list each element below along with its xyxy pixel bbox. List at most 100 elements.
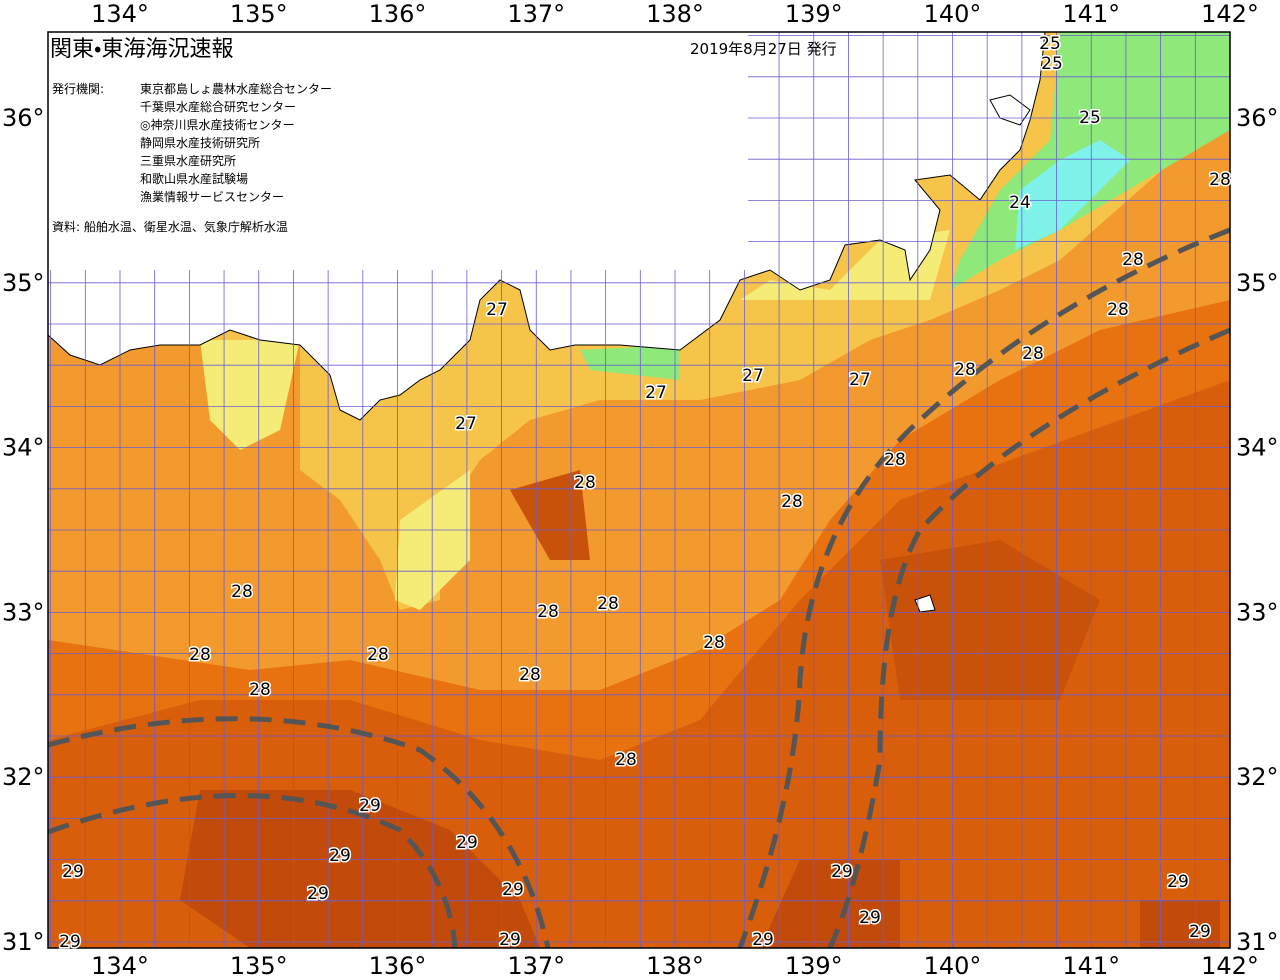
latitude-label: 32°: [2, 763, 45, 791]
latitude-label: 31°: [1236, 928, 1279, 956]
latitude-label: 35°: [1236, 269, 1279, 297]
source: 資料: 船舶水温、衛星水温、気象庁解析水温: [52, 219, 288, 234]
longitude-label: 136°: [369, 952, 427, 980]
latitude-label: 36°: [1236, 104, 1279, 132]
latitude-label: 33°: [2, 598, 45, 626]
longitude-label: 134°: [91, 952, 149, 980]
isotherm-label: 29: [62, 862, 84, 882]
longitude-label: 141°: [1062, 0, 1120, 28]
sea-zone: [1015, 140, 1130, 250]
isotherm-label: 28: [1122, 250, 1144, 270]
isotherm-label: 28: [884, 450, 906, 470]
map-area: [48, 32, 1230, 948]
issue-date: 2019年8月27日 発行: [690, 40, 837, 58]
isotherm-label: 28: [574, 473, 596, 493]
agency-name: 漁業情報サービスセンター: [140, 190, 284, 204]
isotherm-label: 29: [329, 846, 351, 866]
isotherm-label: 28: [189, 645, 211, 665]
sea-zone: [1140, 900, 1220, 948]
isotherm-label: 28: [367, 645, 389, 665]
isotherm-label: 28: [231, 582, 253, 602]
agency-name: 千葉県水産総合研究センター: [140, 99, 296, 114]
longitude-label: 135°: [230, 952, 288, 980]
isotherm-label: 27: [486, 300, 508, 320]
agency-name: ◎神奈川県水産技術センター: [140, 117, 294, 132]
isotherm-label: 29: [1189, 922, 1211, 942]
longitude-label: 138°: [646, 0, 704, 28]
isotherm-label: 27: [645, 383, 667, 403]
longitude-label: 135°: [230, 0, 288, 28]
map-frame: [47, 31, 1231, 949]
title: 関東・東海海況速報: [50, 37, 233, 62]
isotherm-label: 27: [455, 414, 477, 434]
isotherm-label: 29: [752, 930, 774, 950]
isotherm-label: 29: [859, 908, 881, 928]
grid: [48, 32, 1230, 948]
island: [989, 94, 1031, 126]
longitude-label: 137°: [507, 0, 565, 28]
isotherm-label: 27: [849, 370, 871, 390]
sea-zone: [200, 340, 300, 450]
latitude-label: 32°: [1236, 763, 1279, 791]
island: [914, 594, 936, 613]
longitude-label: 141°: [1062, 952, 1120, 980]
longitude-label: 139°: [785, 952, 843, 980]
sea-zone: [880, 540, 1100, 700]
isotherm-label: 29: [456, 833, 478, 853]
kuroshio-line: [48, 716, 551, 948]
sea-zone: [760, 860, 900, 948]
latitude-label: 31°: [2, 928, 45, 956]
isotherm-label: 25: [1041, 54, 1063, 74]
longitude-label: 142°: [1201, 0, 1259, 28]
sea-zone: [580, 345, 680, 380]
kuroshio-line: [48, 793, 458, 948]
isotherm-label: 29: [502, 880, 524, 900]
isotherm-label: 28: [537, 602, 559, 622]
isotherm-label: 27: [742, 366, 764, 386]
isotherm-label: 28: [519, 665, 541, 685]
isotherm-label: 29: [1167, 872, 1189, 892]
isotherm-label: 28: [954, 360, 976, 380]
isotherm-label: 24: [1009, 193, 1031, 213]
isotherm-label: 29: [831, 862, 853, 882]
isotherm-label: 25: [1079, 108, 1101, 128]
kuroshio-line: [827, 327, 1230, 948]
isotherm-label: 28: [1209, 170, 1231, 190]
isotherm-label: 29: [499, 930, 521, 950]
longitude-label: 138°: [646, 952, 704, 980]
longitude-label: 134°: [91, 0, 149, 28]
isotherm-label: 25: [1039, 34, 1061, 54]
latitude-label: 36°: [2, 104, 45, 132]
latitude-label: 34°: [1236, 434, 1279, 462]
latitude-label: 33°: [1236, 598, 1279, 626]
isotherm-label: 28: [615, 750, 637, 770]
isotherm-label: 28: [703, 633, 725, 653]
isotherm-label: 28: [597, 594, 619, 614]
isotherm-label: 29: [59, 932, 81, 952]
agencies-label: 発行機関:: [52, 82, 104, 96]
isotherm-label: 28: [1107, 300, 1129, 320]
latitude-label: 35°: [2, 269, 45, 297]
longitude-label: 140°: [924, 0, 982, 28]
isotherm-label: 29: [359, 796, 381, 816]
agency-name: 東京都島しょ農林水産総合センター: [140, 81, 332, 96]
longitude-label: 137°: [507, 952, 565, 980]
current-axes: [48, 227, 1230, 948]
latitude-label: 34°: [2, 434, 45, 462]
longitude-label: 136°: [369, 0, 427, 28]
agency-name: 三重県水産研究所: [140, 154, 236, 168]
agency-name: 静岡県水産技術研究所: [140, 135, 260, 150]
isotherm-label: 28: [249, 680, 271, 700]
kuroshio-line: [737, 227, 1230, 948]
longitude-label: 139°: [785, 0, 843, 28]
title-panel: [48, 32, 748, 270]
longitude-label: 142°: [1201, 952, 1259, 980]
isotherm-label: 28: [1022, 344, 1044, 364]
agency-name: 和歌山県水産試験場: [140, 171, 248, 186]
isotherm-label: 28: [781, 492, 803, 512]
longitude-label: 140°: [924, 952, 982, 980]
isotherm-label: 29: [307, 884, 329, 904]
sea-zone: [510, 470, 590, 560]
